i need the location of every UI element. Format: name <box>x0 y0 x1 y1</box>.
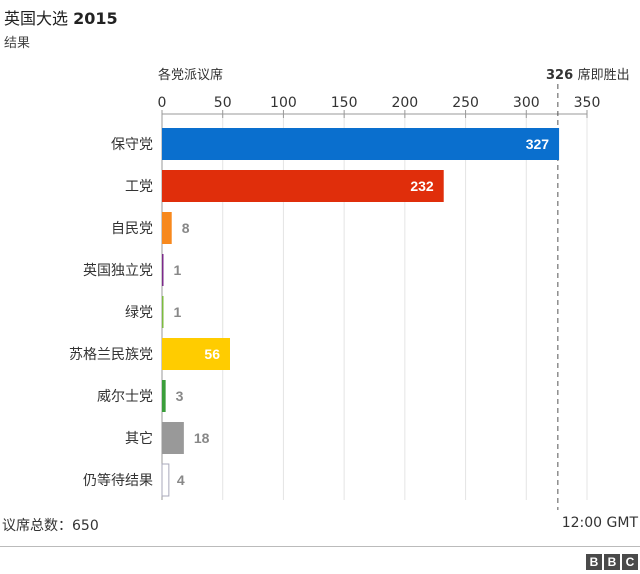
value-label: 8 <box>182 220 190 236</box>
chart-subtitle: 结果 <box>4 36 31 51</box>
category-label: 苏格兰民族党 <box>69 347 153 363</box>
axis-label: 各党派议席 <box>158 67 223 83</box>
bar-威尔士党 <box>162 380 166 412</box>
value-label: 1 <box>174 304 182 320</box>
bbc-logo: B B C <box>586 554 638 570</box>
total-seats: 议席总数：650 <box>2 518 99 534</box>
bar-苏格兰民族党 <box>162 338 230 370</box>
tick-label: 150 <box>331 95 358 111</box>
category-label: 其它 <box>125 430 153 447</box>
category-label: 工党 <box>125 179 153 195</box>
value-label: 18 <box>194 430 210 446</box>
bar-自民党 <box>162 212 172 244</box>
tick-label: 350 <box>574 95 601 111</box>
value-label: 56 <box>204 346 220 362</box>
category-label: 仍等待结果 <box>83 472 153 489</box>
title-text: 英国大选 <box>4 9 69 28</box>
value-label: 1 <box>174 262 182 278</box>
logo-letter: C <box>622 554 638 570</box>
value-label: 232 <box>410 178 434 194</box>
bar-仍等待结果 <box>161 463 170 497</box>
logo-letter: B <box>604 554 620 570</box>
category-label: 威尔士党 <box>97 389 153 405</box>
category-label: 英国独立党 <box>83 262 153 279</box>
tick-label: 300 <box>513 95 540 111</box>
logo-letter: B <box>586 554 602 570</box>
category-label: 绿党 <box>125 305 153 321</box>
chart-title: 英国大选 2015 <box>4 5 118 29</box>
threshold-label: 326 席即胜出 <box>546 67 630 83</box>
bar-其它 <box>162 422 184 454</box>
tick-label: 250 <box>452 95 479 111</box>
bar-英国独立党 <box>162 254 164 286</box>
value-label: 3 <box>176 388 184 404</box>
bar-工党 <box>162 170 444 202</box>
value-label: 327 <box>526 136 550 152</box>
title-year: 2015 <box>73 9 118 28</box>
tick-label: 50 <box>214 95 232 111</box>
footer-divider <box>0 546 640 547</box>
bar-绿党 <box>162 296 164 328</box>
tick-label: 0 <box>158 95 167 111</box>
tick-label: 100 <box>270 95 297 111</box>
value-label: 4 <box>177 472 185 488</box>
bar-保守党 <box>162 128 560 160</box>
tick-label: 200 <box>391 95 418 111</box>
bars <box>161 128 560 497</box>
timestamp: 12:00 GMT <box>561 515 638 531</box>
category-label: 自民党 <box>111 221 153 237</box>
category-label: 保守党 <box>111 137 153 153</box>
